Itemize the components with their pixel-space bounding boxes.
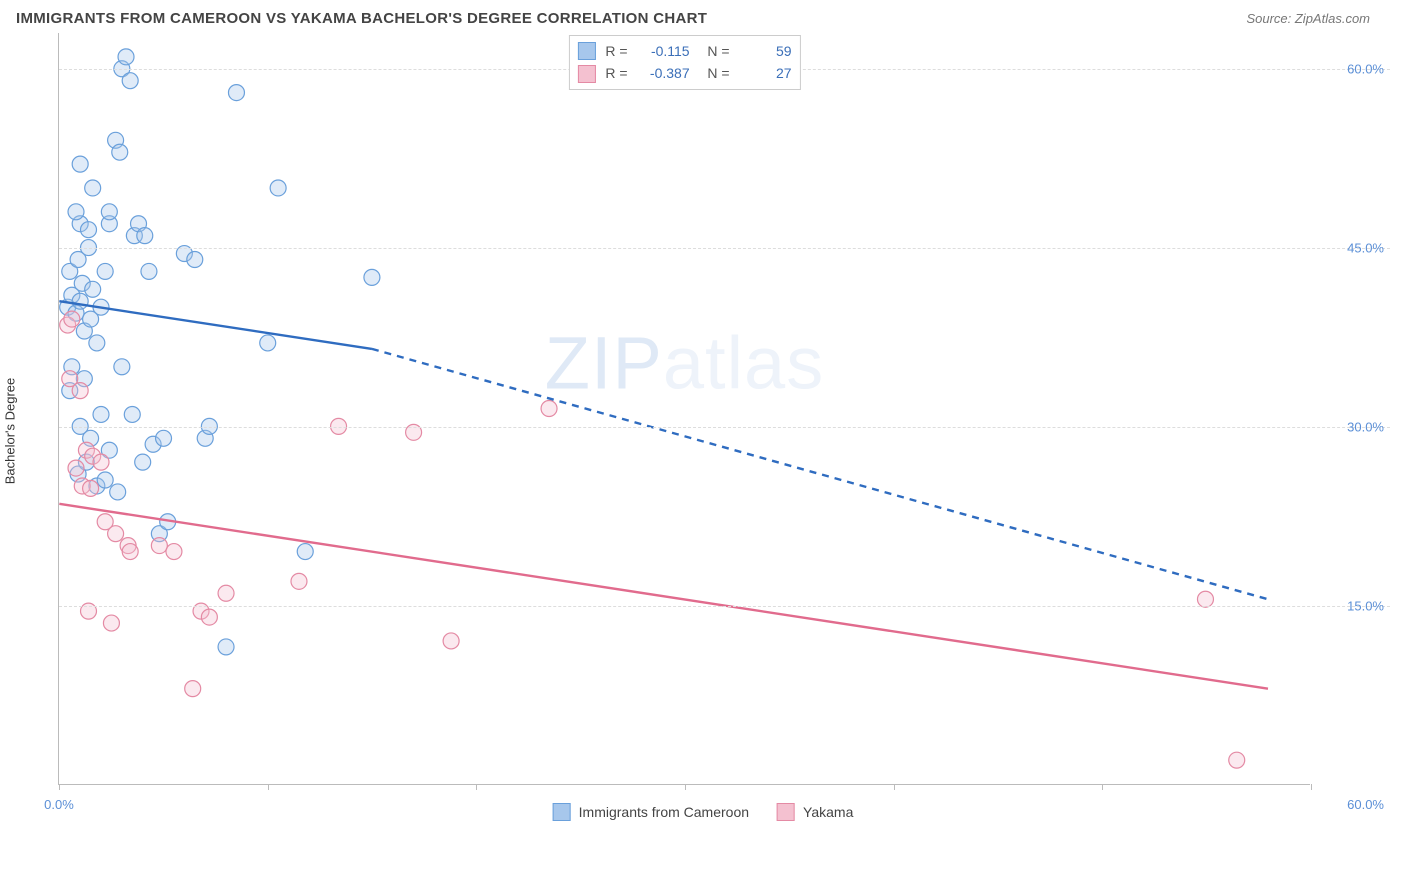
x-min-label: 0.0% bbox=[44, 797, 74, 812]
legend-n-value-0: 59 bbox=[740, 40, 792, 62]
data-point bbox=[1197, 591, 1213, 607]
data-point bbox=[541, 401, 557, 417]
data-point bbox=[201, 609, 217, 625]
data-point bbox=[110, 484, 126, 500]
data-point bbox=[135, 454, 151, 470]
y-tick-label: 30.0% bbox=[1347, 419, 1384, 434]
legend-n-label: N = bbox=[700, 40, 730, 62]
legend-swatch-series-1 bbox=[577, 65, 595, 83]
data-point bbox=[1229, 752, 1245, 768]
x-tick bbox=[59, 784, 60, 790]
legend-swatch-series-0 bbox=[577, 42, 595, 60]
x-tick bbox=[268, 784, 269, 790]
data-point bbox=[101, 204, 117, 220]
data-point bbox=[68, 204, 84, 220]
y-axis-label: Bachelor's Degree bbox=[3, 378, 18, 485]
legend-row-series-1: R = -0.387 N = 27 bbox=[577, 62, 791, 84]
chart-source: Source: ZipAtlas.com bbox=[1246, 11, 1370, 26]
x-tick bbox=[685, 784, 686, 790]
data-point bbox=[218, 585, 234, 601]
chart-area: Bachelor's Degree ZIPatlas R = -0.115 N … bbox=[16, 33, 1390, 829]
legend-r-value-0: -0.115 bbox=[638, 40, 690, 62]
data-point bbox=[72, 383, 88, 399]
data-point bbox=[187, 252, 203, 268]
x-tick bbox=[476, 784, 477, 790]
data-point bbox=[85, 180, 101, 196]
gridline bbox=[59, 606, 1390, 607]
legend-swatch-0 bbox=[553, 803, 571, 821]
x-max-label: 60.0% bbox=[1347, 797, 1384, 812]
data-point bbox=[97, 472, 113, 488]
data-point bbox=[124, 406, 140, 422]
data-point bbox=[93, 454, 109, 470]
legend-item-1: Yakama bbox=[777, 803, 853, 821]
data-point bbox=[114, 359, 130, 375]
x-tick bbox=[1311, 784, 1312, 790]
data-point bbox=[137, 228, 153, 244]
legend-label-0: Immigrants from Cameroon bbox=[579, 804, 749, 820]
chart-title: IMMIGRANTS FROM CAMEROON VS YAKAMA BACHE… bbox=[16, 10, 707, 27]
data-point bbox=[85, 281, 101, 297]
y-tick-label: 45.0% bbox=[1347, 240, 1384, 255]
data-point bbox=[156, 430, 172, 446]
data-point bbox=[97, 263, 113, 279]
y-tick-label: 60.0% bbox=[1347, 61, 1384, 76]
data-point bbox=[64, 311, 80, 327]
correlation-legend: R = -0.115 N = 59 R = -0.387 N = 27 bbox=[568, 35, 800, 90]
data-point bbox=[68, 460, 84, 476]
legend-n-label: N = bbox=[700, 62, 730, 84]
data-point bbox=[185, 681, 201, 697]
data-point bbox=[260, 335, 276, 351]
scatter-plot: ZIPatlas R = -0.115 N = 59 R = -0.387 N … bbox=[58, 33, 1310, 785]
data-point bbox=[151, 538, 167, 554]
data-point bbox=[108, 526, 124, 542]
x-tick bbox=[894, 784, 895, 790]
legend-row-series-0: R = -0.115 N = 59 bbox=[577, 40, 791, 62]
chart-header: IMMIGRANTS FROM CAMEROON VS YAKAMA BACHE… bbox=[0, 0, 1406, 33]
gridline bbox=[59, 427, 1390, 428]
gridline bbox=[59, 248, 1390, 249]
data-point bbox=[141, 263, 157, 279]
series-legend: Immigrants from Cameroon Yakama bbox=[553, 803, 854, 821]
plot-svg bbox=[59, 33, 1310, 784]
legend-swatch-1 bbox=[777, 803, 795, 821]
data-point bbox=[218, 639, 234, 655]
legend-r-value-1: -0.387 bbox=[638, 62, 690, 84]
data-point bbox=[166, 544, 182, 560]
x-tick bbox=[1102, 784, 1103, 790]
y-tick-label: 15.0% bbox=[1347, 598, 1384, 613]
data-point bbox=[89, 335, 105, 351]
data-point bbox=[112, 144, 128, 160]
data-point bbox=[118, 49, 134, 65]
legend-r-label: R = bbox=[605, 62, 627, 84]
trend-line bbox=[59, 301, 372, 349]
data-point bbox=[122, 73, 138, 89]
data-point bbox=[72, 293, 88, 309]
data-point bbox=[103, 615, 119, 631]
data-point bbox=[83, 480, 99, 496]
legend-item-0: Immigrants from Cameroon bbox=[553, 803, 749, 821]
data-point bbox=[270, 180, 286, 196]
data-point bbox=[443, 633, 459, 649]
data-point bbox=[364, 269, 380, 285]
trend-line bbox=[372, 349, 1268, 599]
legend-n-value-1: 27 bbox=[740, 62, 792, 84]
data-point bbox=[291, 573, 307, 589]
data-point bbox=[122, 544, 138, 560]
data-point bbox=[81, 222, 97, 238]
data-point bbox=[228, 85, 244, 101]
data-point bbox=[93, 406, 109, 422]
data-point bbox=[297, 544, 313, 560]
trend-line bbox=[59, 504, 1268, 689]
legend-r-label: R = bbox=[605, 40, 627, 62]
legend-label-1: Yakama bbox=[803, 804, 853, 820]
data-point bbox=[72, 156, 88, 172]
